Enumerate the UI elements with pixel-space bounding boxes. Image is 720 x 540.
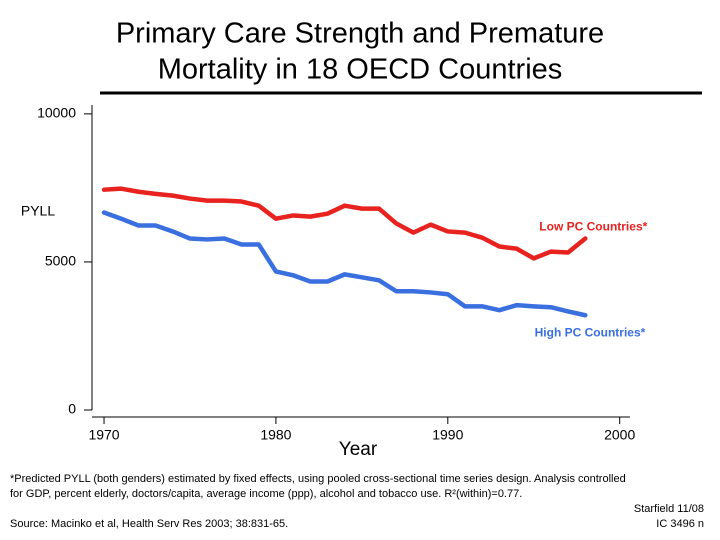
footnote: *Predicted PYLL (both genders) estimated… <box>10 473 626 485</box>
x-tick-label: 1970 <box>88 427 119 443</box>
x-tick-label: 1980 <box>260 427 291 443</box>
x-axis-label: Year <box>339 439 378 460</box>
credit: IC 3496 n <box>656 518 704 530</box>
x-tick-label: 1990 <box>432 427 463 443</box>
series-label: High PC Countries* <box>535 325 646 339</box>
y-tick-label: 0 <box>68 401 76 417</box>
footnote: for GDP, percent elderly, doctors/capita… <box>10 488 522 500</box>
y-tick-label: 5000 <box>45 253 76 269</box>
series-label: Low PC Countries* <box>539 220 647 234</box>
y-axis-label: PYLL <box>21 203 55 219</box>
y-tick-label: 10000 <box>37 105 76 121</box>
credit: Starfield 11/08 <box>634 503 704 515</box>
chart-title: Mortality in 18 OECD Countries <box>158 54 563 86</box>
source: Source: Macinko et al, Health Serv Res 2… <box>10 518 288 530</box>
x-tick-label: 2000 <box>604 427 635 443</box>
line-series <box>101 210 588 318</box>
chart-title: Primary Care Strength and Premature <box>116 18 604 50</box>
line-series <box>101 186 588 261</box>
